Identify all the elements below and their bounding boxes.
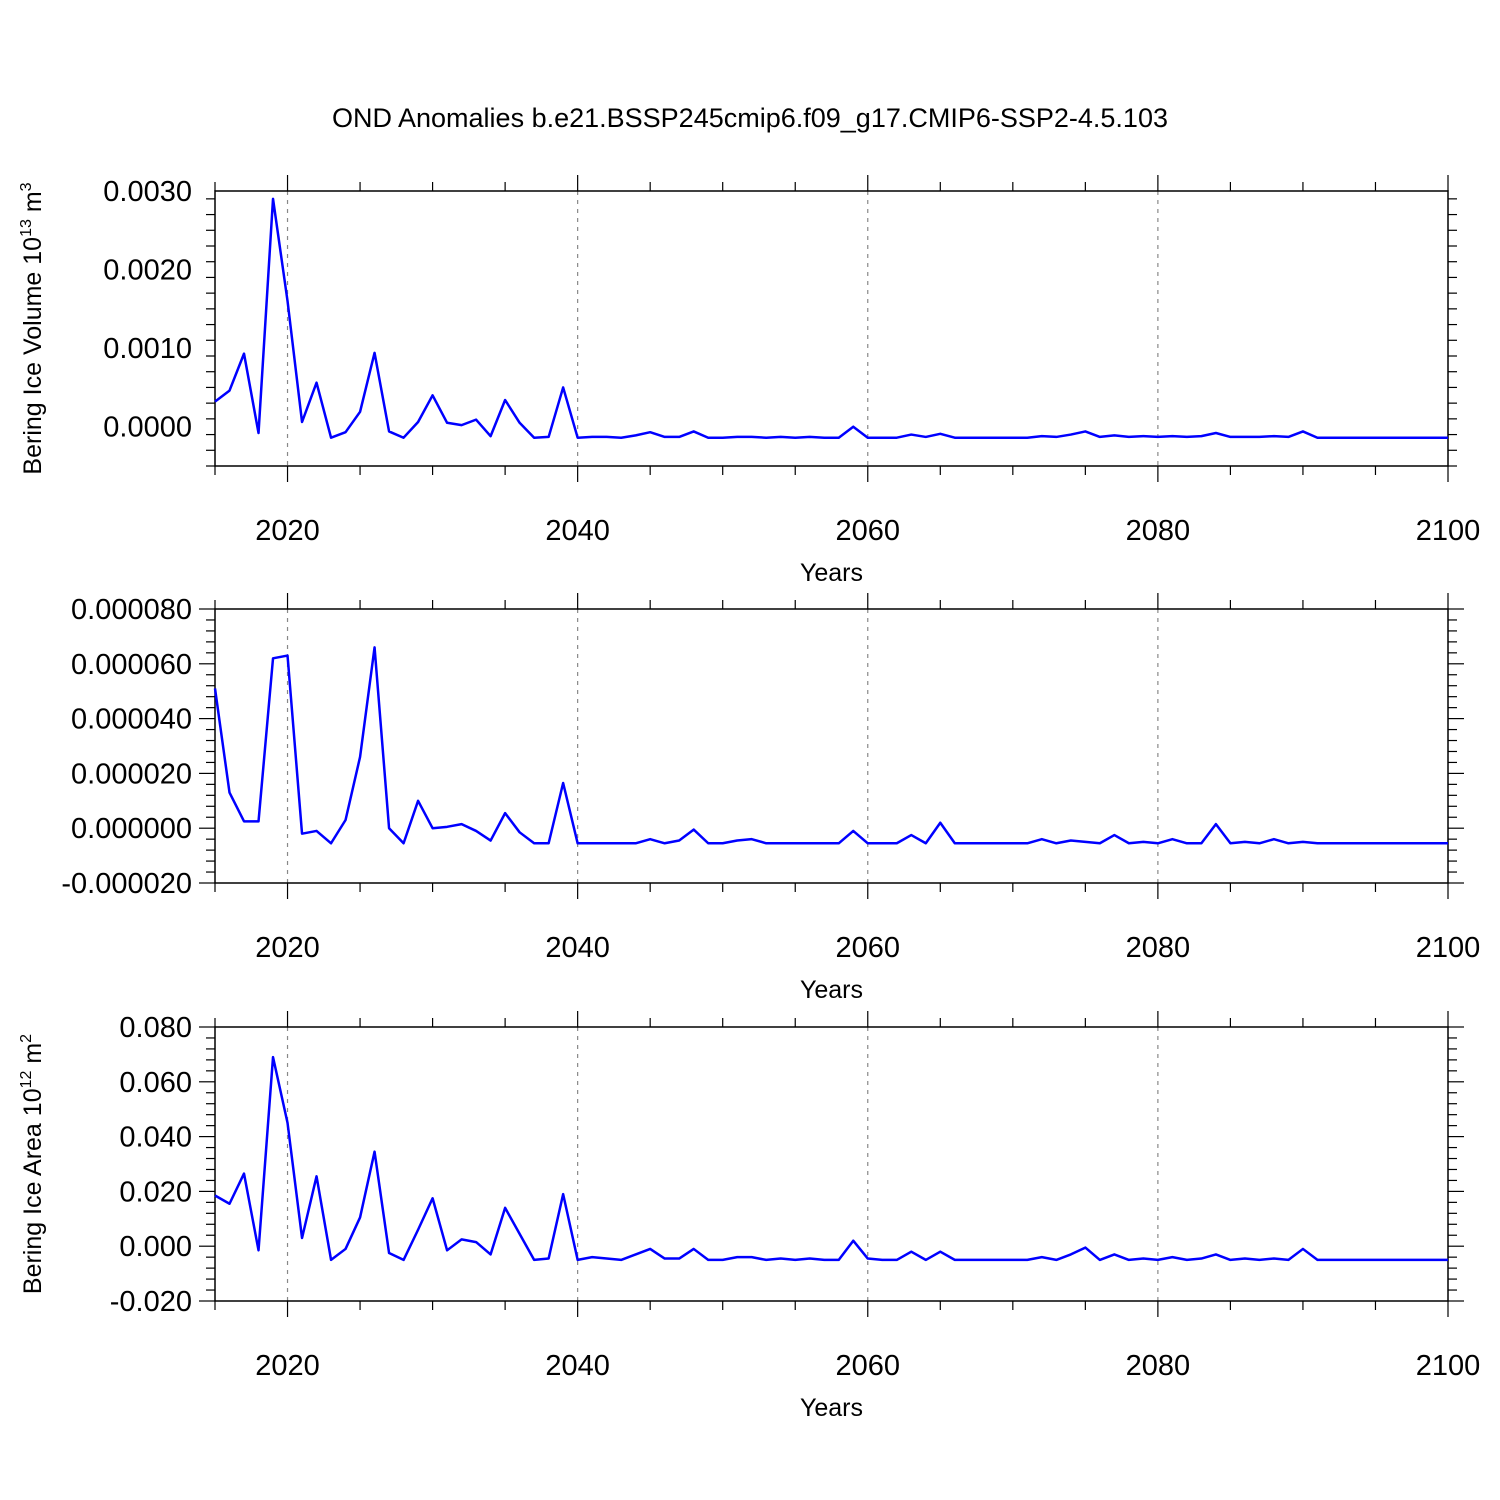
x-tick-label: 2100 bbox=[1416, 515, 1481, 547]
x-tick-label: 2020 bbox=[255, 1350, 320, 1382]
panel-2: 2020 2040 2060 2080 2100 Years -0.000020 0.0000… bbox=[61, 593, 1480, 1004]
y-tick-label: 0.0010 bbox=[103, 333, 192, 365]
x-tick-label: 2080 bbox=[1126, 515, 1191, 547]
y-axis-label-part: 3 bbox=[18, 182, 35, 191]
y-axis-label-part: m bbox=[19, 191, 47, 219]
y-axis-label-part: Bering Ice Volume 10 bbox=[19, 237, 47, 475]
y-axis-label-part: 12 bbox=[18, 1070, 35, 1088]
y-axis-label: Bering Ice Volume 1013 m3 bbox=[18, 182, 47, 474]
x-tick-label: 2020 bbox=[255, 932, 320, 964]
series-line bbox=[214, 197, 1448, 439]
series-line bbox=[213, 646, 1448, 845]
x-tick-label: 2040 bbox=[545, 932, 610, 964]
x-tick-label: 2040 bbox=[545, 1350, 610, 1382]
panels: 2020 2040 2060 2080 2100 Years 0.0000 0.0010 0.0… bbox=[18, 175, 1480, 1422]
y-tick-label: 0.000020 bbox=[71, 758, 192, 790]
y-tick-label: 0.000000 bbox=[71, 813, 192, 845]
y-tick-label: 0.0030 bbox=[103, 176, 192, 208]
y-tick-label: 0.000060 bbox=[71, 649, 192, 681]
y-tick-label: 0.0000 bbox=[103, 412, 192, 444]
x-tick-label: 2100 bbox=[1416, 932, 1481, 964]
panel-1: 2020 2040 2060 2080 2100 Years 0.0000 0.0010 0.0… bbox=[18, 175, 1480, 587]
x-tick-label: 2100 bbox=[1416, 1350, 1481, 1382]
y-tick-label: 0.080 bbox=[119, 1012, 192, 1044]
y-tick-label: 0.000 bbox=[119, 1231, 192, 1263]
x-axis-label: Years bbox=[800, 559, 863, 587]
y-tick-label: 0.040 bbox=[119, 1122, 192, 1154]
figure-title: OND Anomalies b.e21.BSSP245cmip6.f09_g17… bbox=[332, 103, 1168, 133]
series-line bbox=[214, 1055, 1448, 1262]
y-axis-label-part: 2 bbox=[18, 1034, 35, 1043]
y-tick-label: -0.000020 bbox=[61, 868, 192, 900]
x-axis-label: Years bbox=[800, 1394, 863, 1422]
panel-3: 2020 2040 2060 2080 2100 Years -0.020 0.000 0.02… bbox=[18, 1011, 1480, 1422]
y-tick-label: 0.060 bbox=[119, 1067, 192, 1099]
y-axis-label-part: 13 bbox=[18, 219, 35, 237]
y-tick-label: 0.0020 bbox=[103, 255, 192, 287]
x-tick-label: 2080 bbox=[1126, 932, 1191, 964]
x-tick-label: 2080 bbox=[1126, 1350, 1191, 1382]
plot-frame bbox=[214, 608, 1449, 884]
x-tick-label: 2060 bbox=[836, 932, 901, 964]
y-tick-label: 0.000040 bbox=[71, 704, 192, 736]
y-axis-label-part: Bering Ice Area 10 bbox=[19, 1088, 47, 1294]
y-axis-label: Bering Ice Area 1012 m2 bbox=[18, 1034, 47, 1294]
x-tick-label: 2040 bbox=[545, 515, 610, 547]
y-tick-label: -0.020 bbox=[110, 1286, 192, 1318]
y-tick-label: 0.000080 bbox=[71, 594, 192, 626]
x-tick-label: 2060 bbox=[836, 515, 901, 547]
x-tick-label: 2020 bbox=[255, 515, 320, 547]
plot-frame bbox=[214, 190, 1449, 467]
y-tick-label: 0.020 bbox=[119, 1176, 192, 1208]
plot-frame bbox=[214, 1026, 1449, 1302]
y-axis-label-part: m bbox=[19, 1043, 47, 1071]
x-tick-label: 2060 bbox=[836, 1350, 901, 1382]
x-axis-label: Years bbox=[800, 976, 863, 1004]
